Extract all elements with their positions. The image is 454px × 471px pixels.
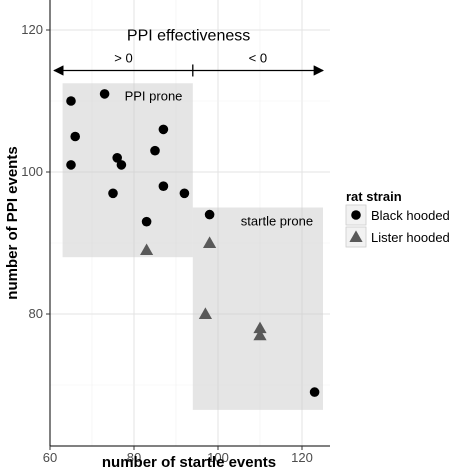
y-tick-label: 100 — [21, 164, 43, 179]
point-lister-hooded — [198, 307, 212, 319]
axes: 60 80 100 120 80 100 120 — [21, 0, 330, 465]
point-lister-hooded — [203, 236, 217, 248]
point-black-hooded — [70, 131, 80, 142]
legend-label: Lister hooded — [371, 230, 450, 245]
x-tick-label: 100 — [207, 450, 229, 465]
legend-marker-triangle — [349, 230, 363, 242]
point-black-hooded — [158, 124, 169, 135]
legend-marker-circle — [351, 210, 361, 220]
annotation-left-label: > 0 — [114, 50, 132, 65]
legend: rat strain Black hooded Lister hooded — [345, 189, 450, 248]
data-points — [66, 89, 320, 397]
region-label: startle prone — [241, 214, 313, 229]
x-tick-label: 120 — [291, 450, 313, 465]
point-black-hooded — [141, 216, 152, 227]
x-tick-label: 80 — [127, 450, 141, 465]
point-lister-hooded — [140, 243, 154, 256]
point-black-hooded — [158, 181, 169, 191]
point-black-hooded — [66, 96, 76, 106]
point-black-hooded — [112, 153, 122, 163]
point-lister-hooded — [253, 328, 267, 341]
region-box — [192, 207, 323, 410]
y-axis-title: number of PPI events — [4, 146, 21, 299]
annotation-title: PPI effectiveness — [127, 27, 250, 44]
point-black-hooded — [150, 145, 160, 156]
regions: PPI prone startle prone — [62, 83, 323, 410]
annotations: PPI effectiveness > 0 < 0 — [53, 27, 325, 77]
point-black-hooded — [99, 89, 110, 99]
y-tick-label: 80 — [29, 306, 43, 321]
point-black-hooded — [204, 209, 215, 220]
point-black-hooded — [179, 188, 190, 199]
legend-label: Black hooded — [371, 208, 450, 223]
point-lister-hooded — [253, 321, 267, 334]
x-axis-title: number of startle events — [102, 454, 276, 471]
annotation-right-label: < 0 — [249, 50, 267, 65]
region-label: PPI prone — [125, 88, 183, 103]
point-black-hooded — [108, 188, 118, 199]
y-tick-label: 120 — [21, 22, 43, 37]
point-black-hooded — [66, 160, 76, 170]
x-tick-label: 60 — [43, 450, 57, 465]
region-box — [62, 83, 193, 258]
legend-title: rat strain — [346, 189, 402, 204]
point-black-hooded — [309, 387, 320, 397]
point-black-hooded — [116, 160, 127, 170]
